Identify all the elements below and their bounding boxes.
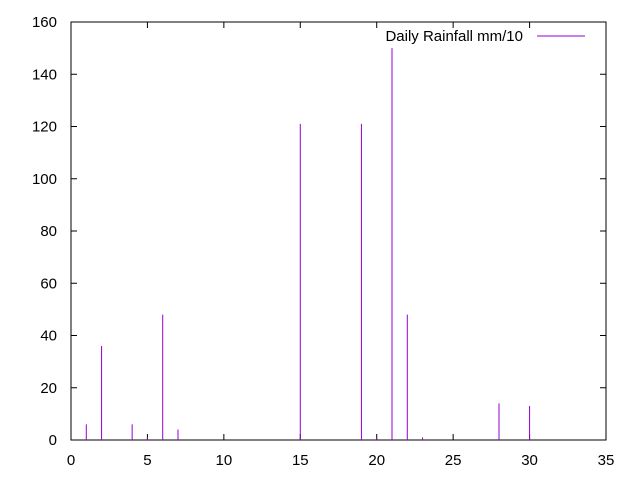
x-tick-label: 0 (67, 452, 75, 469)
legend: Daily Rainfall mm/10 (385, 28, 585, 45)
axis-tick-labels: 0 5 10 15 20 25 30 35 0 20 40 60 80 100 120 140 160 (32, 14, 614, 469)
y-tick-label: 0 (49, 432, 57, 449)
x-tick-label: 20 (368, 452, 385, 469)
x-tick-label: 35 (598, 452, 615, 469)
y-tick-label: 120 (32, 119, 57, 136)
y-tick-label: 20 (40, 380, 57, 397)
y-tick-label: 40 (40, 328, 57, 345)
y-tick-label: 140 (32, 66, 57, 83)
data-series (85, 48, 531, 440)
axis-ticks (70, 21, 607, 441)
x-tick-label: 5 (143, 452, 151, 469)
y-tick-label: 60 (40, 275, 57, 292)
x-tick-label: 15 (292, 452, 309, 469)
legend-label: Daily Rainfall mm/10 (385, 28, 523, 45)
x-tick-label: 10 (216, 452, 233, 469)
y-tick-label: 80 (40, 223, 57, 240)
plot-frame (70, 21, 607, 441)
x-tick-label: 25 (445, 452, 462, 469)
y-tick-label: 100 (32, 171, 57, 188)
y-tick-label: 160 (32, 14, 57, 31)
x-tick-label: 30 (521, 452, 538, 469)
